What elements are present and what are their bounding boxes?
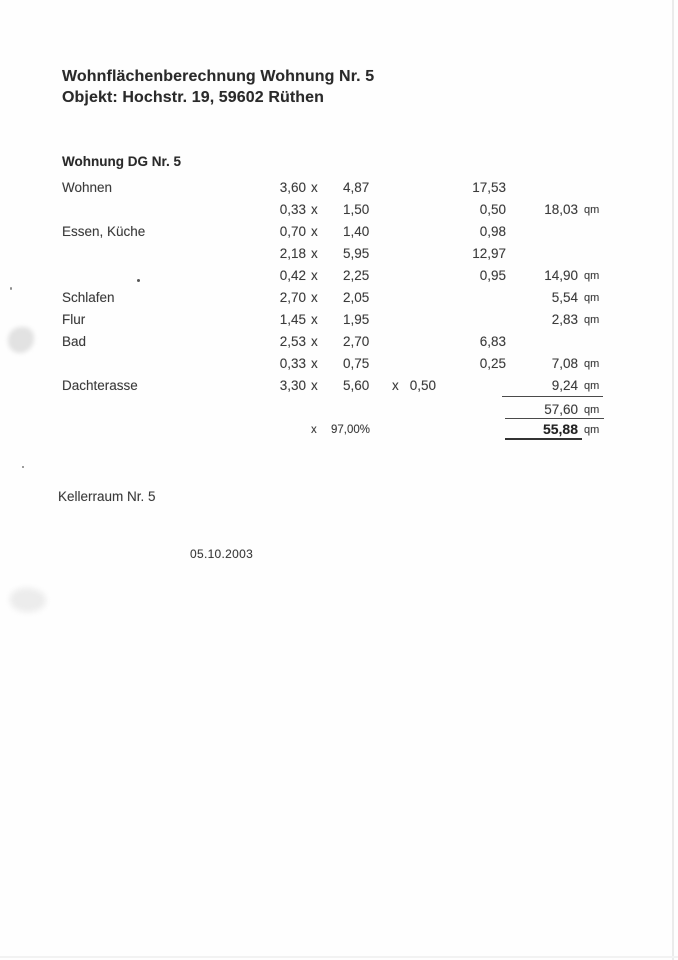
room-label: Schlafen xyxy=(62,290,115,305)
multiply-symbol: x xyxy=(311,268,318,283)
scan-artifact-dot xyxy=(10,287,12,290)
dimension-1: 3,60 xyxy=(279,180,306,195)
multiply-symbol: x xyxy=(311,224,318,239)
table-row: 0,33 x 1,50 0,50 18,03 qm xyxy=(0,202,678,218)
partial-area: 0,95 xyxy=(479,268,506,283)
multiply-symbol: x xyxy=(311,356,318,371)
document-date: 05.10.2003 xyxy=(190,547,254,561)
scan-edge-line xyxy=(672,0,674,960)
multiply-symbol-2: x xyxy=(392,378,399,393)
table-row: Dachterasse 3,30 x 5,60 x 0,50 9,24 qm xyxy=(0,378,678,394)
dimension-2: 1,40 xyxy=(343,224,370,239)
dimension-1: 2,70 xyxy=(279,290,306,305)
room-total: 18,03 xyxy=(544,202,578,217)
table-row: Wohnen 3,60 x 4,87 17,53 xyxy=(0,180,678,196)
room-label: Flur xyxy=(62,312,86,327)
room-total: 7,08 xyxy=(551,356,578,371)
partial-area: 12,97 xyxy=(472,246,506,261)
title-line-2: Objekt: Hochstr. 19, 59602 Rüthen xyxy=(62,89,325,106)
dimension-1: 0,33 xyxy=(279,202,306,217)
room-total: 14,90 xyxy=(544,268,578,283)
table-row: 2,18 x 5,95 12,97 xyxy=(0,246,678,262)
dimension-1: 0,33 xyxy=(279,356,306,371)
dimension-1: 2,53 xyxy=(279,334,306,349)
multiply-symbol: x xyxy=(311,424,317,436)
table-row: Essen, Küche 0,70 x 1,40 0,98 xyxy=(0,224,678,240)
dimension-2: 2,25 xyxy=(343,268,370,283)
subtotal-row: 57,60 qm xyxy=(0,402,678,418)
table-row: Flur 1,45 x 1,95 2,83 qm xyxy=(0,312,678,328)
multiply-symbol: x xyxy=(311,202,318,217)
unit-label: qm xyxy=(584,314,600,326)
scan-artifact-smudge xyxy=(8,327,34,353)
scan-artifact-dot xyxy=(137,279,140,282)
final-total-rule xyxy=(505,438,582,440)
room-label: Bad xyxy=(62,334,87,349)
title-line-1: Wohnflächenberechnung Wohnung Nr. 5 xyxy=(62,68,375,85)
unit-label: qm xyxy=(584,424,600,436)
multiply-symbol: x xyxy=(311,290,318,305)
dimension-2: 1,50 xyxy=(343,202,370,217)
table-row: 0,33 x 0,75 0,25 7,08 qm xyxy=(0,356,678,372)
dimension-2: 5,60 xyxy=(343,378,370,393)
scan-artifact-smudge xyxy=(10,588,46,612)
unit-label: qm xyxy=(584,204,600,216)
table-row: Schlafen 2,70 x 2,05 5,54 qm xyxy=(0,290,678,306)
partial-area: 0,25 xyxy=(479,356,506,371)
dimension-3: 0,50 xyxy=(409,378,436,393)
unit-label: qm xyxy=(584,358,600,370)
multiply-symbol: x xyxy=(311,180,318,195)
cellar-room-label: Kellerraum Nr. 5 xyxy=(58,489,156,504)
room-total: 5,54 xyxy=(551,290,578,305)
multiply-symbol: x xyxy=(311,312,318,327)
multiply-symbol: x xyxy=(311,378,318,393)
dimension-1: 0,70 xyxy=(279,224,306,239)
dimension-1: 2,18 xyxy=(279,246,306,261)
partial-area: 6,83 xyxy=(479,334,506,349)
subtotal-value: 57,60 xyxy=(544,402,578,417)
unit-label: qm xyxy=(584,270,600,282)
unit-label: qm xyxy=(584,292,600,304)
dimension-2: 0,75 xyxy=(343,356,370,371)
scan-edge-line xyxy=(0,956,678,958)
unit-label: qm xyxy=(584,404,600,416)
final-total-row: x 97,00% 55,88 qm xyxy=(0,421,678,438)
partial-area: 17,53 xyxy=(472,180,506,195)
unit-label: qm xyxy=(584,380,600,392)
final-total-value: 55,88 xyxy=(542,421,578,437)
scan-artifact-dot xyxy=(22,466,24,468)
dimension-2: 5,95 xyxy=(343,246,370,261)
multiply-symbol: x xyxy=(311,334,318,349)
multiply-symbol: x xyxy=(311,246,318,261)
dimension-2: 1,95 xyxy=(343,312,370,327)
dimension-2: 2,05 xyxy=(343,290,370,305)
dimension-1: 1,45 xyxy=(279,312,306,327)
table-row: Bad 2,53 x 2,70 6,83 xyxy=(0,334,678,350)
partial-area: 0,98 xyxy=(479,224,506,239)
dimension-1: 3,30 xyxy=(279,378,306,393)
dimension-2: 4,87 xyxy=(343,180,370,195)
room-label: Dachterasse xyxy=(62,378,138,393)
room-total: 9,24 xyxy=(551,378,578,393)
reduction-factor: 97,00% xyxy=(331,424,371,436)
dimension-1: 0,42 xyxy=(279,268,306,283)
subtotal-rule xyxy=(505,418,604,419)
table-row: 0,42 x 2,25 0,95 14,90 qm xyxy=(0,268,678,284)
room-total: 2,83 xyxy=(551,312,578,327)
section-heading: Wohnung DG Nr. 5 xyxy=(62,154,181,169)
room-label: Essen, Küche xyxy=(62,224,146,239)
partial-area: 0,50 xyxy=(479,202,506,217)
sum-rule xyxy=(502,396,603,397)
document-title: Wohnflächenberechnung Wohnung Nr. 5 Obje… xyxy=(62,66,374,108)
dimension-2: 2,70 xyxy=(343,334,370,349)
room-label: Wohnen xyxy=(62,180,113,195)
